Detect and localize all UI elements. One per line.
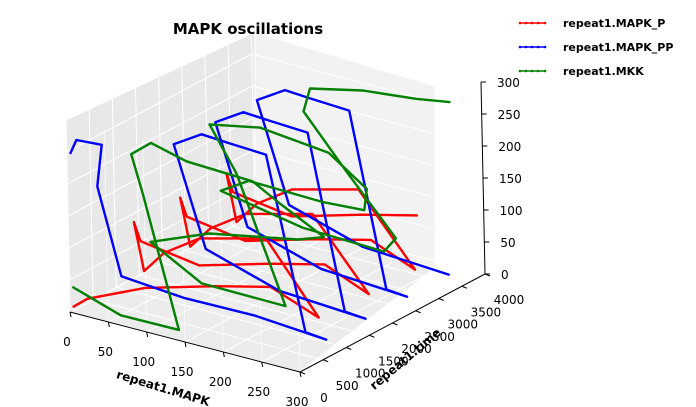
legend-marker bbox=[536, 69, 540, 73]
x-tick bbox=[146, 331, 149, 338]
x-tick-label: 300 bbox=[286, 395, 309, 407]
x-tick bbox=[184, 341, 187, 348]
x-grid-line bbox=[295, 179, 301, 373]
y-grid-line bbox=[139, 274, 370, 336]
z-grid-line bbox=[253, 149, 484, 211]
y-tick bbox=[461, 285, 468, 289]
x-tick-label: 100 bbox=[132, 355, 155, 369]
z-tick-label: 0 bbox=[501, 268, 509, 282]
legend-marker bbox=[530, 69, 534, 73]
y-tick-label: 3500 bbox=[471, 305, 502, 319]
legend-marker bbox=[518, 45, 522, 49]
x-tick-label: 50 bbox=[98, 345, 113, 359]
legend-marker bbox=[536, 21, 540, 25]
legend-marker bbox=[518, 69, 522, 73]
legend-marker bbox=[543, 21, 547, 25]
z-tick-label: 100 bbox=[500, 204, 523, 218]
legend: repeat1.MAPK_P repeat1.MAPK_PP repeat1.MKK bbox=[518, 17, 673, 78]
y-tick bbox=[415, 310, 421, 314]
z-grid-line bbox=[68, 149, 254, 249]
z-grid-line bbox=[250, 21, 482, 83]
legend-marker bbox=[543, 69, 547, 73]
x-tick bbox=[69, 311, 72, 318]
z-grid-line bbox=[69, 181, 255, 281]
y-grid-line bbox=[92, 299, 324, 361]
x-tick bbox=[107, 321, 110, 328]
y-tick-label: 500 bbox=[336, 379, 359, 393]
x-tick-label: 150 bbox=[171, 365, 194, 379]
x-grid-line bbox=[104, 129, 109, 323]
legend-marker bbox=[524, 69, 528, 73]
series-line-2 bbox=[69, 88, 450, 341]
legend-label: repeat1.MAPK_P bbox=[563, 17, 665, 30]
y-grid-line bbox=[162, 262, 393, 324]
series-lines bbox=[69, 87, 451, 341]
y-tick-label: 2500 bbox=[424, 330, 455, 344]
grid-lines bbox=[65, 21, 486, 373]
z-grid-line bbox=[65, 21, 252, 121]
z-grid-line bbox=[252, 85, 483, 147]
z-tick-label: 200 bbox=[498, 140, 521, 154]
y-grid-line bbox=[116, 287, 347, 348]
legend-marker bbox=[530, 21, 534, 25]
y-tick bbox=[299, 371, 306, 375]
x-grid-line bbox=[142, 139, 147, 333]
legend-label: repeat1.MKK bbox=[563, 65, 644, 78]
y-tick bbox=[346, 347, 352, 350]
legend-marker bbox=[543, 45, 547, 49]
x-tick bbox=[261, 361, 264, 368]
y-tick-label: 3000 bbox=[447, 318, 478, 332]
x-tick bbox=[222, 351, 225, 358]
x-axis-label: repeat1.MAPK bbox=[115, 367, 212, 407]
legend-marker bbox=[518, 21, 522, 25]
legend-marker bbox=[536, 45, 540, 49]
z-grid-line bbox=[67, 117, 254, 217]
x-tick-label: 250 bbox=[247, 385, 270, 399]
x-tick-label: 0 bbox=[63, 335, 71, 349]
y-grid-line bbox=[185, 250, 416, 312]
y-tick-label: 1500 bbox=[378, 354, 409, 368]
z-grid-line bbox=[66, 53, 252, 153]
legend-label: repeat1.MAPK_PP bbox=[563, 41, 673, 54]
z-tick-label: 300 bbox=[497, 76, 520, 90]
y-tick-label: 0 bbox=[320, 391, 328, 405]
legend-marker bbox=[530, 45, 534, 49]
z-tick-label: 50 bbox=[500, 236, 515, 250]
y-tick bbox=[438, 298, 444, 301]
series-line-3 bbox=[72, 87, 451, 332]
y-tick bbox=[369, 334, 375, 338]
z-tick-label: 150 bbox=[499, 172, 522, 186]
x-tick bbox=[299, 371, 302, 378]
y-tick-label: 1000 bbox=[355, 367, 386, 381]
legend-marker bbox=[524, 45, 528, 49]
x-tick-label: 200 bbox=[209, 375, 232, 389]
z-tick-label: 250 bbox=[498, 108, 521, 122]
chart-title: MAPK oscillations bbox=[173, 20, 323, 38]
z-grid-line bbox=[251, 53, 482, 115]
y-tick-label: 2000 bbox=[401, 342, 432, 356]
y-tick bbox=[322, 359, 329, 363]
y-tick-label: 4000 bbox=[494, 293, 525, 307]
x-grid-line bbox=[219, 159, 224, 353]
y-tick bbox=[392, 322, 398, 326]
legend-marker bbox=[524, 21, 528, 25]
y-grid-line bbox=[231, 225, 463, 287]
